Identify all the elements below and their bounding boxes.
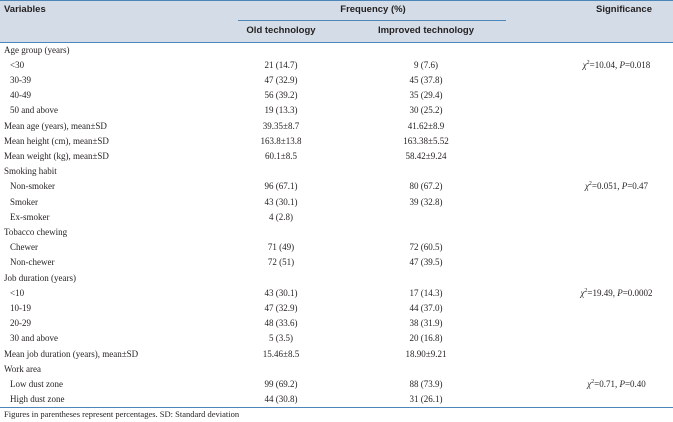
chi-square-exponent: 2 — [588, 181, 592, 188]
old-technology-cell: 47 (32.9) — [264, 74, 298, 85]
row-label: Mean age (years), mean±SD — [4, 120, 107, 131]
table-header: Variables Frequency (%) Old technology I… — [0, 0, 673, 42]
p-value: =0.018 — [624, 59, 651, 70]
row-label: High dust zone — [10, 394, 65, 405]
chi-symbol: χ — [587, 378, 592, 389]
p-symbol: P — [621, 181, 628, 192]
significance-cell: χ2=10.04, P=0.018 — [560, 60, 673, 71]
old-technology-cell: 48 (33.6) — [264, 318, 298, 329]
improved-technology-cell: 45 (37.8) — [409, 74, 443, 85]
row-label: <10 — [10, 287, 25, 298]
row-label: 30-39 — [10, 74, 31, 85]
row-label: 30 and above — [10, 333, 58, 344]
old-technology-cell: 43 (30.1) — [264, 287, 298, 298]
row-label: Mean job duration (years), mean±SD — [4, 348, 139, 359]
row-label: 10-19 — [10, 302, 31, 313]
row-label: 20-29 — [10, 318, 31, 329]
row-label: Work area — [4, 363, 42, 374]
improved-technology-cell: 38 (31.9) — [409, 318, 443, 329]
row-label: <30 — [10, 59, 25, 70]
old-technology-cell: 21 (14.7) — [264, 59, 298, 70]
chi-square-value: =0.71, — [594, 378, 620, 389]
chi-symbol: χ — [584, 181, 589, 192]
chi-symbol: χ — [582, 59, 587, 70]
old-technology-cell: 163.8±13.8 — [260, 135, 302, 146]
old-technology-cell: 72 (51) — [267, 257, 295, 268]
old-technology-cell: 39.35±8.7 — [262, 120, 300, 131]
improved-technology-cell: 31 (26.1) — [409, 394, 443, 405]
row-label: Chewer — [10, 242, 38, 253]
p-value: =0.40 — [624, 378, 646, 389]
header-bottom-rule — [0, 42, 673, 43]
chi-square-value: =19.49, — [587, 287, 618, 298]
table-bottom-rule — [0, 407, 673, 408]
improved-technology-cell: 47 (39.5) — [409, 257, 443, 268]
row-label: 40-49 — [10, 90, 31, 101]
old-technology-cell: 15.46±8.5 — [262, 348, 300, 359]
row-label: Tobacco chewing — [4, 226, 68, 237]
p-value: =0.0002 — [622, 287, 653, 298]
chi-symbol: χ — [580, 287, 585, 298]
significance-cell: χ2=0.051, P=0.47 — [560, 181, 673, 192]
frequency-underline — [238, 20, 506, 21]
old-technology-cell: 43 (30.1) — [264, 196, 298, 207]
chi-square-exponent: 2 — [584, 287, 588, 294]
row-label: Age group (years) — [4, 44, 70, 55]
chi-square-exponent: 2 — [591, 378, 595, 385]
table-top-rule — [0, 0, 673, 1]
improved-technology-cell: 9 (7.6) — [414, 59, 438, 70]
row-label: Mean height (cm), mean±SD — [4, 135, 109, 146]
old-technology-cell: 4 (2.8) — [269, 211, 293, 222]
improved-technology-cell: 41.62±8.9 — [407, 120, 445, 131]
header-frequency: Frequency (%) — [340, 4, 406, 15]
old-technology-cell: 19 (13.3) — [264, 105, 298, 116]
improved-technology-cell: 30 (25.2) — [409, 105, 443, 116]
p-symbol: P — [619, 59, 625, 70]
header-old-technology: Old technology — [246, 25, 316, 36]
improved-technology-cell: 44 (37.0) — [409, 302, 443, 313]
improved-technology-cell: 35 (29.4) — [409, 90, 443, 101]
old-technology-cell: 56 (39.2) — [264, 90, 298, 101]
row-label: Ex-smoker — [10, 211, 50, 222]
p-value: =0.47 — [627, 181, 649, 192]
significance-cell: χ2=19.49, P=0.0002 — [560, 288, 673, 299]
old-technology-cell: 71 (49) — [267, 242, 295, 253]
significance-cell: χ2=0.71, P=0.40 — [560, 379, 673, 390]
row-label: Low dust zone — [10, 378, 63, 389]
improved-technology-cell: 18.90±9.21 — [405, 348, 447, 359]
old-technology-cell: 99 (69.2) — [264, 378, 298, 389]
chi-square-value: =0.051, — [591, 181, 622, 192]
header-significance: Significance — [596, 4, 652, 15]
improved-technology-cell: 72 (60.5) — [409, 242, 443, 253]
row-label: Smoker — [10, 196, 38, 207]
row-label: Smoking habit — [4, 166, 57, 177]
old-technology-cell: 96 (67.1) — [264, 181, 298, 192]
improved-technology-cell: 39 (32.8) — [409, 196, 443, 207]
header-variables: Variables — [4, 4, 46, 15]
chi-square-exponent: 2 — [586, 59, 590, 66]
header-improved-technology: Improved technology — [377, 25, 475, 36]
improved-technology-cell: 17 (14.3) — [409, 287, 443, 298]
improved-technology-cell: 88 (73.9) — [409, 378, 443, 389]
improved-technology-cell: 163.38±5.52 — [403, 135, 449, 146]
chi-square-value: =10.04, — [589, 59, 620, 70]
row-label: Job duration (years) — [4, 272, 76, 283]
improved-technology-cell: 20 (16.8) — [409, 333, 443, 344]
old-technology-cell: 60.1±8.5 — [265, 150, 297, 161]
improved-technology-cell: 58.42±9.24 — [405, 150, 447, 161]
row-label: Non-chewer — [10, 257, 55, 268]
p-symbol: P — [619, 378, 625, 389]
old-technology-cell: 47 (32.9) — [264, 302, 298, 313]
improved-technology-cell: 80 (67.2) — [409, 181, 443, 192]
p-symbol: P — [617, 287, 623, 298]
old-technology-cell: 44 (30.8) — [264, 394, 298, 405]
row-label: 50 and above — [10, 105, 58, 116]
old-technology-cell: 5 (3.5) — [269, 333, 293, 344]
row-label: Non-smoker — [10, 181, 55, 192]
row-label: Mean weight (kg), mean±SD — [4, 150, 109, 161]
table-footnote: Figures in parentheses represent percent… — [4, 409, 240, 419]
